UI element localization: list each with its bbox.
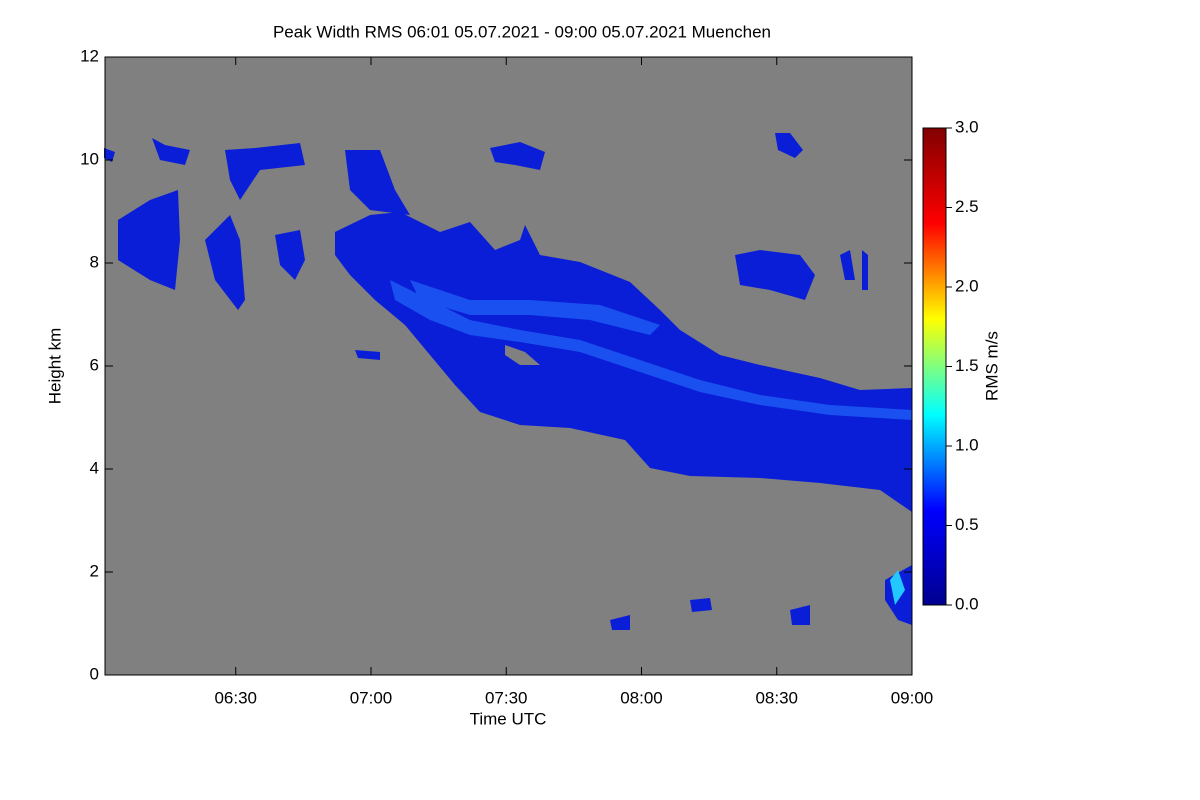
y-tick-label: 12 (80, 46, 99, 65)
y-tick-label: 0 (90, 664, 99, 683)
colorbar-label: RMS m/s (982, 331, 1001, 401)
colorbar-tick-label: 2.0 (955, 276, 979, 295)
y-tick-label: 10 (80, 149, 99, 168)
y-tick-label: 4 (90, 458, 99, 477)
colorbar-tick-label: 0.5 (955, 515, 979, 534)
colorbar-tick-label: 2.5 (955, 197, 979, 216)
x-tick-label: 08:00 (620, 688, 663, 707)
x-tick-label: 07:30 (485, 688, 528, 707)
echo-regions (104, 133, 912, 630)
x-tick-label: 07:00 (350, 688, 393, 707)
y-tick-label: 2 (90, 561, 99, 580)
x-tick-label: 09:00 (891, 688, 934, 707)
x-tick-label: 06:30 (214, 688, 257, 707)
y-axis-label: Height km (45, 328, 64, 405)
y-tick-label: 8 (90, 252, 99, 271)
x-axis-label: Time UTC (470, 709, 547, 728)
chart-title: Peak Width RMS 06:01 05.07.2021 - 09:00 … (273, 22, 771, 41)
y-tick-label: 6 (90, 355, 99, 374)
colorbar (922, 127, 947, 606)
colorbar-tick-label: 1.5 (955, 356, 979, 375)
colorbar-tick-label: 1.0 (955, 435, 979, 454)
colorbar-tick-label: 3.0 (955, 117, 979, 136)
x-tick-label: 08:30 (755, 688, 798, 707)
colorbar-tick-label: 0.0 (955, 594, 979, 613)
